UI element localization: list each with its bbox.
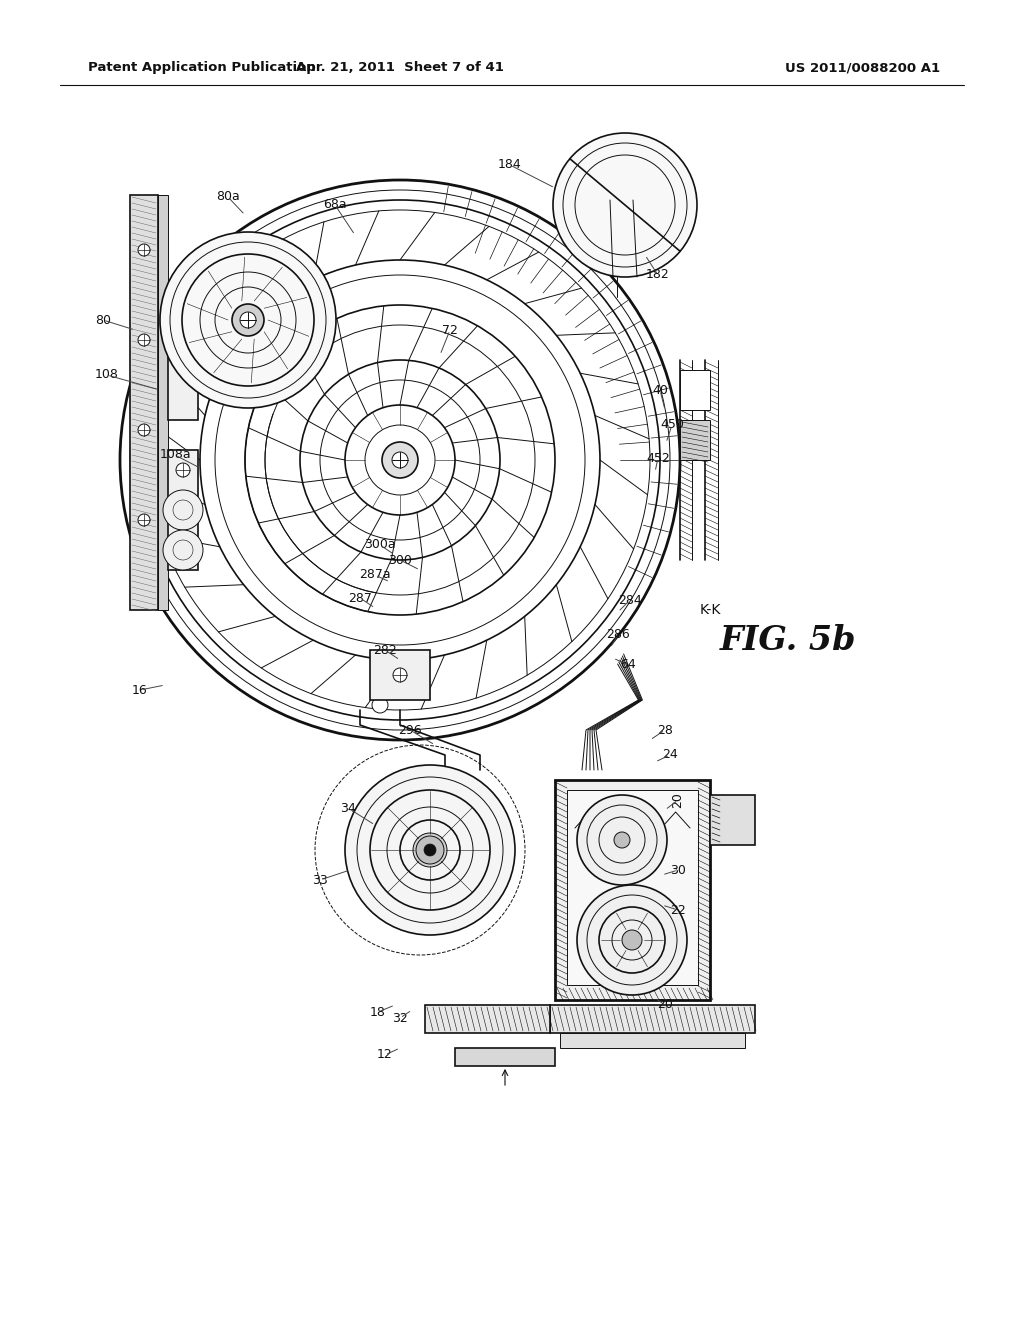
Circle shape bbox=[163, 490, 203, 531]
Circle shape bbox=[345, 766, 515, 935]
Circle shape bbox=[138, 424, 150, 436]
Text: 184: 184 bbox=[498, 158, 522, 172]
Circle shape bbox=[382, 442, 418, 478]
Text: 108a: 108a bbox=[159, 449, 190, 462]
Bar bbox=[370, 649, 430, 700]
Circle shape bbox=[372, 697, 388, 713]
Text: US 2011/0088200 A1: US 2011/0088200 A1 bbox=[784, 62, 940, 74]
Text: 22: 22 bbox=[670, 903, 686, 916]
Text: 296: 296 bbox=[398, 723, 422, 737]
Circle shape bbox=[393, 668, 407, 682]
Text: 182: 182 bbox=[646, 268, 670, 281]
Circle shape bbox=[232, 304, 264, 337]
Text: K-K: K-K bbox=[700, 603, 721, 616]
Bar bbox=[567, 789, 698, 985]
Text: 34: 34 bbox=[340, 801, 356, 814]
Bar bbox=[680, 420, 710, 459]
Text: 282: 282 bbox=[373, 644, 397, 656]
Text: 20: 20 bbox=[657, 998, 673, 1011]
Text: 287: 287 bbox=[348, 591, 372, 605]
Text: 108: 108 bbox=[95, 368, 119, 381]
Text: 284: 284 bbox=[618, 594, 642, 606]
Text: 24: 24 bbox=[663, 748, 678, 762]
Bar bbox=[425, 1005, 550, 1034]
Text: 80a: 80a bbox=[216, 190, 240, 203]
Text: 30: 30 bbox=[670, 863, 686, 876]
Bar bbox=[680, 370, 710, 411]
Bar bbox=[550, 1005, 755, 1034]
Bar bbox=[130, 195, 158, 610]
Text: FIG. 5b: FIG. 5b bbox=[720, 623, 856, 656]
Circle shape bbox=[614, 832, 630, 847]
Text: 80: 80 bbox=[95, 314, 111, 326]
Text: 286: 286 bbox=[606, 628, 630, 642]
Text: 40: 40 bbox=[652, 384, 668, 396]
Text: 64: 64 bbox=[621, 659, 636, 672]
Text: 33: 33 bbox=[312, 874, 328, 887]
Circle shape bbox=[163, 531, 203, 570]
Text: 287a: 287a bbox=[359, 569, 391, 582]
Circle shape bbox=[577, 795, 667, 884]
Circle shape bbox=[160, 232, 336, 408]
Text: 300: 300 bbox=[388, 553, 412, 566]
Bar bbox=[555, 780, 710, 1001]
Text: 20: 20 bbox=[672, 792, 684, 808]
Text: 18: 18 bbox=[370, 1006, 386, 1019]
Circle shape bbox=[138, 244, 150, 256]
Circle shape bbox=[413, 833, 447, 867]
Text: 12: 12 bbox=[377, 1048, 393, 1061]
Text: 450: 450 bbox=[660, 418, 684, 432]
Bar bbox=[710, 795, 755, 845]
Text: 28: 28 bbox=[657, 723, 673, 737]
Circle shape bbox=[553, 133, 697, 277]
Text: 16: 16 bbox=[132, 684, 147, 697]
Circle shape bbox=[176, 463, 190, 477]
Bar bbox=[455, 1048, 555, 1067]
Circle shape bbox=[424, 843, 436, 855]
Text: 300a: 300a bbox=[365, 539, 396, 552]
Bar bbox=[168, 450, 198, 570]
Circle shape bbox=[622, 931, 642, 950]
Text: Patent Application Publication: Patent Application Publication bbox=[88, 62, 315, 74]
Text: 32: 32 bbox=[392, 1011, 408, 1024]
Circle shape bbox=[138, 334, 150, 346]
Text: Apr. 21, 2011  Sheet 7 of 41: Apr. 21, 2011 Sheet 7 of 41 bbox=[296, 62, 504, 74]
Text: 452: 452 bbox=[646, 451, 670, 465]
Circle shape bbox=[416, 836, 444, 865]
Text: 72: 72 bbox=[442, 323, 458, 337]
Text: 68a: 68a bbox=[324, 198, 347, 211]
Circle shape bbox=[577, 884, 687, 995]
Bar bbox=[158, 195, 168, 610]
Bar bbox=[168, 290, 198, 420]
Circle shape bbox=[392, 451, 408, 469]
Bar bbox=[560, 1034, 745, 1048]
Circle shape bbox=[240, 312, 256, 327]
Circle shape bbox=[138, 513, 150, 525]
